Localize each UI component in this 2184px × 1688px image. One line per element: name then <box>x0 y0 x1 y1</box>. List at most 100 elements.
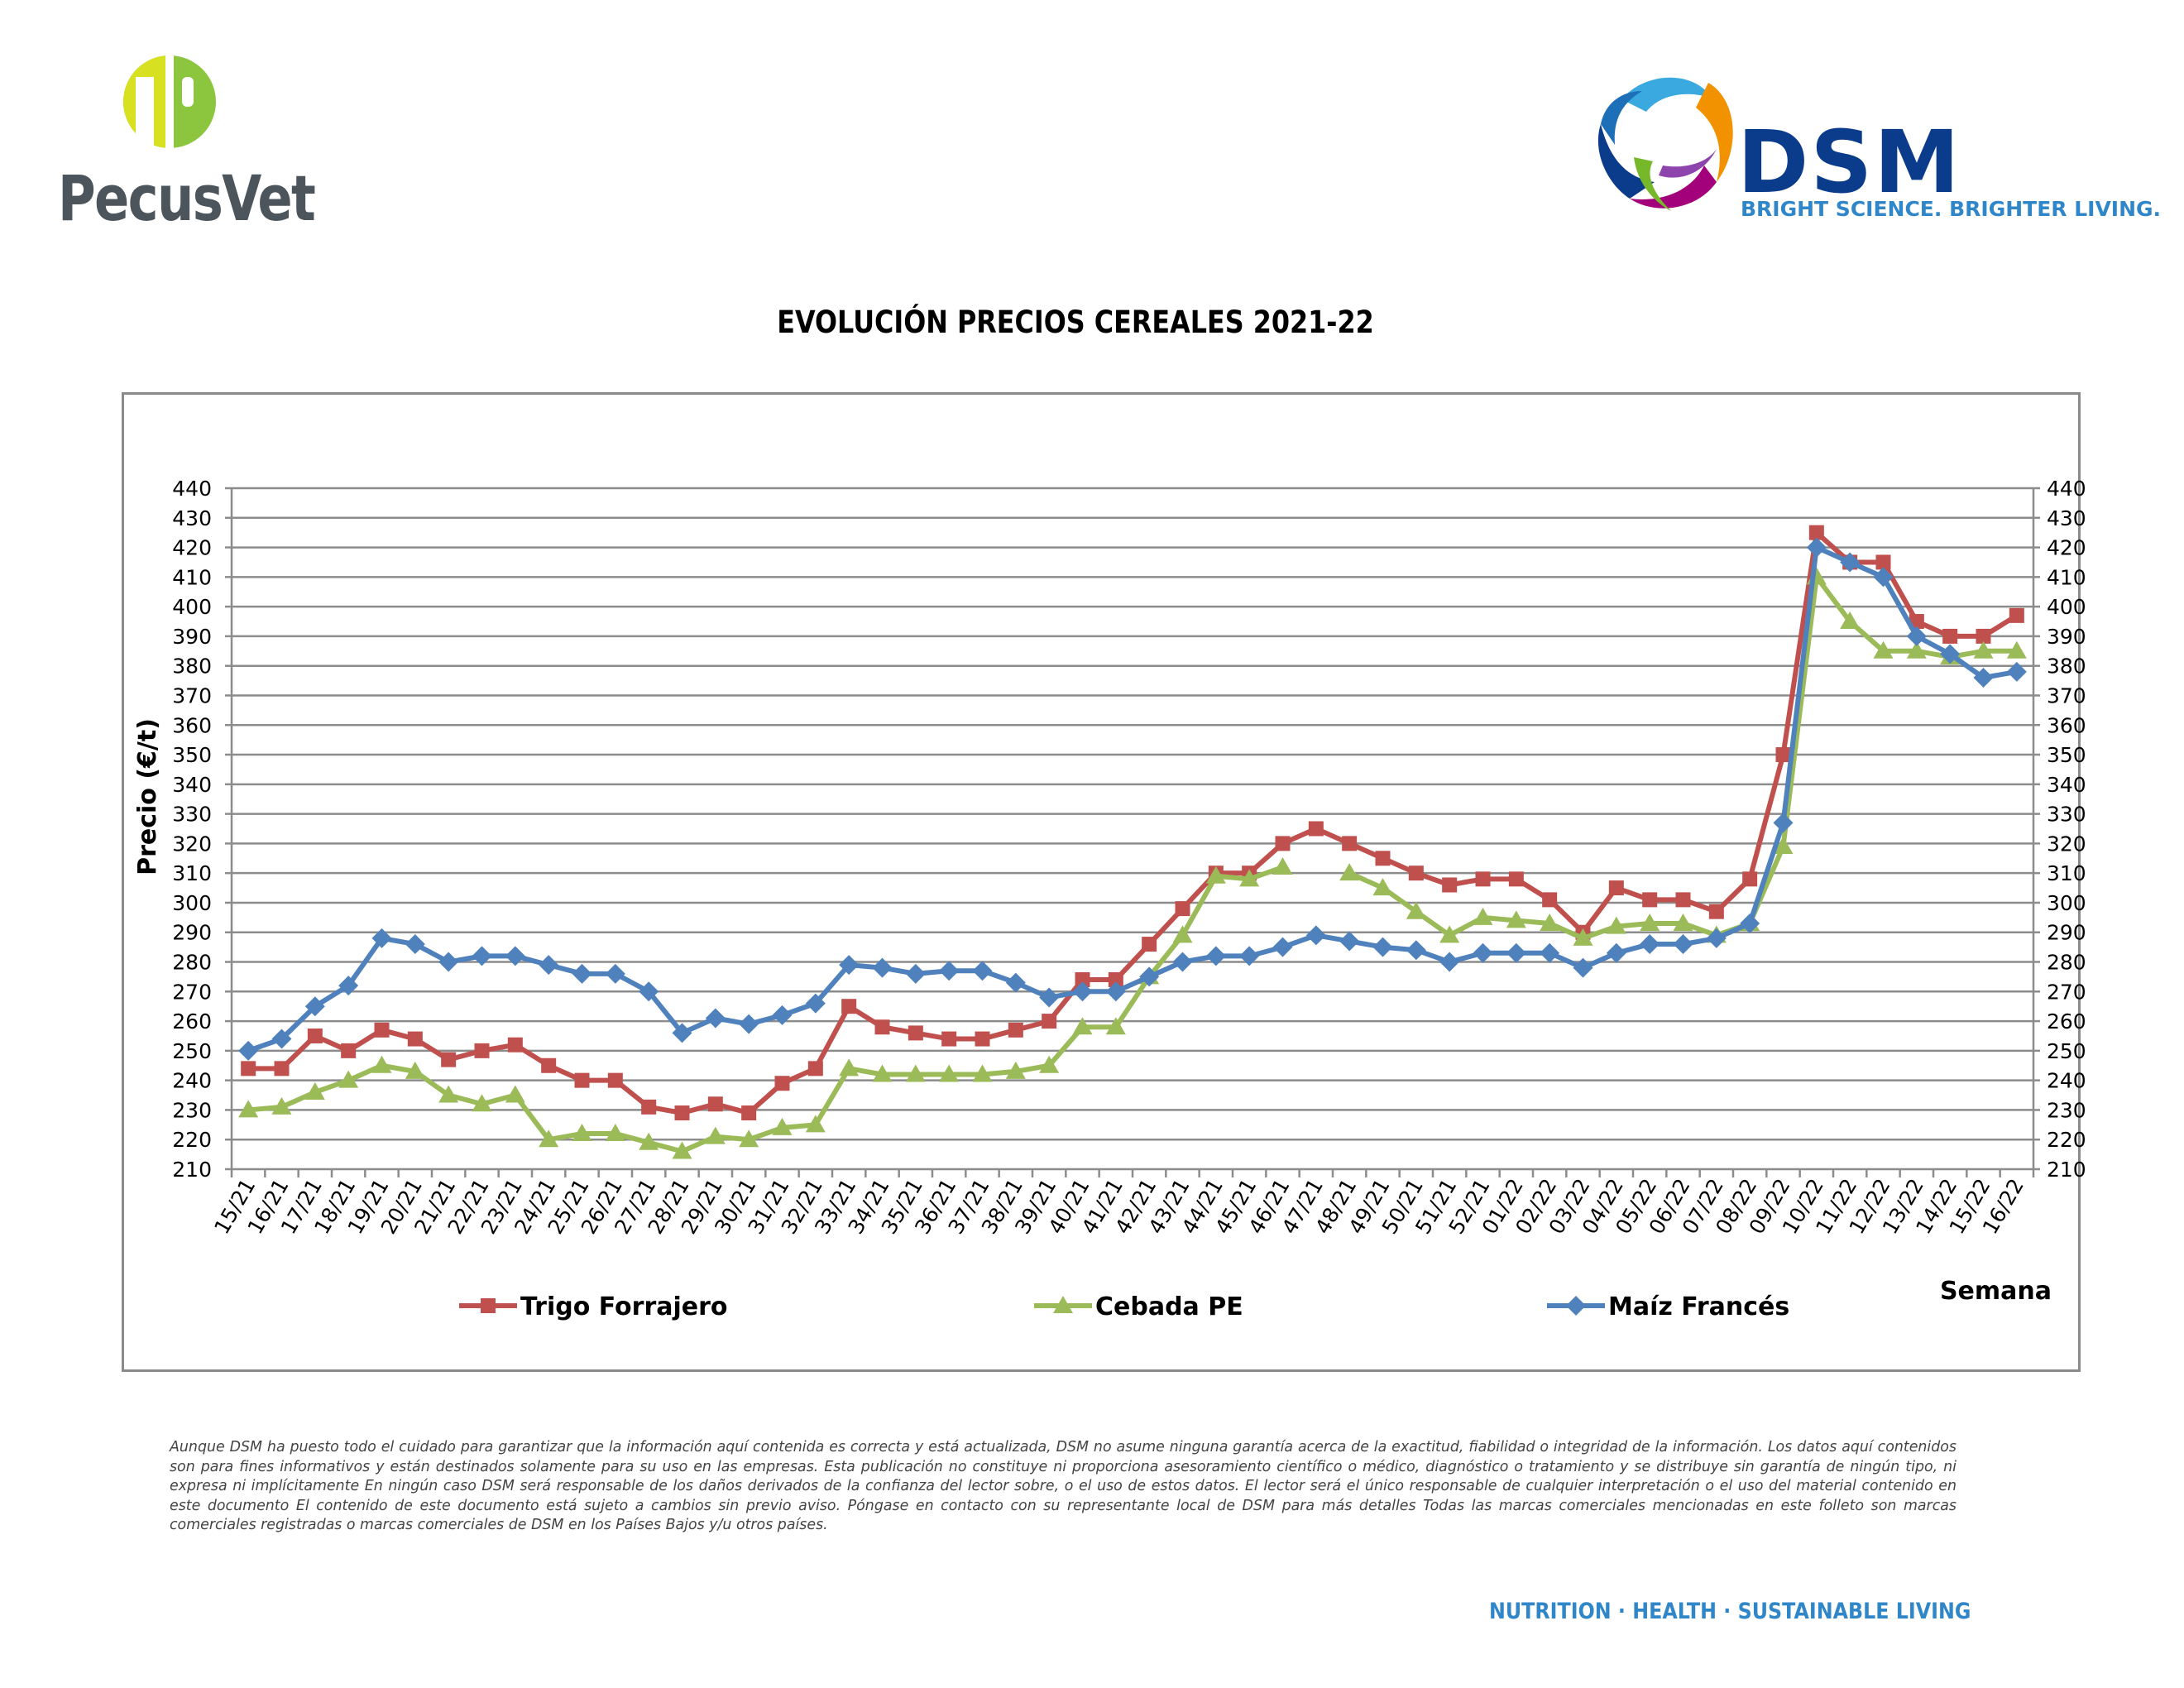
data-point <box>841 999 857 1014</box>
data-point <box>607 1072 623 1088</box>
data-point <box>1172 952 1193 972</box>
y-tick-label: 230 <box>172 1098 212 1122</box>
y-tick-label: 310 <box>172 861 212 885</box>
x-axis: 15/2116/2117/2118/2119/2120/2121/2122/21… <box>209 1175 2028 1239</box>
data-point <box>1406 940 1426 961</box>
y-tick-label: 340 <box>172 773 212 797</box>
data-point <box>605 1124 625 1142</box>
data-point <box>672 1141 692 1159</box>
data-point <box>972 1064 993 1082</box>
y-tick-label-right: 330 <box>2047 803 2086 827</box>
data-point <box>441 1052 457 1067</box>
data-point <box>1205 946 1226 966</box>
y-tick-label-right: 350 <box>2047 743 2086 767</box>
data-point <box>805 993 826 1014</box>
data-point <box>407 1031 423 1047</box>
series-lines <box>238 525 2027 1159</box>
data-point <box>1342 836 1358 851</box>
data-point <box>1640 934 1660 955</box>
data-point <box>572 963 592 984</box>
dsm-logo-mark <box>1597 77 1733 211</box>
legend-label: Cebada PE <box>1095 1292 1243 1321</box>
y-tick-label-right: 210 <box>2047 1158 2086 1182</box>
y-tick-label: 360 <box>172 713 212 737</box>
data-point <box>1142 937 1157 952</box>
data-point <box>807 1061 823 1077</box>
data-point <box>1673 934 1693 955</box>
data-point <box>1773 836 1794 854</box>
data-point <box>572 1124 592 1142</box>
footer-tagline: NUTRITION · HEALTH · SUSTAINABLE LIVING <box>1489 1599 1971 1624</box>
data-point <box>872 957 893 978</box>
y-tick-label-right: 380 <box>2047 655 2086 679</box>
data-point <box>805 1115 826 1133</box>
y-tick-label-right: 390 <box>2047 625 2086 649</box>
data-point <box>1272 857 1293 875</box>
series-0 <box>241 525 2024 1121</box>
data-point <box>1640 914 1660 932</box>
y-tick-label-right: 220 <box>2047 1128 2086 1152</box>
data-point <box>839 955 860 976</box>
y-tick-label-right: 340 <box>2047 773 2086 797</box>
data-point <box>1039 1055 1060 1073</box>
data-point <box>1008 1022 1023 1038</box>
data-point <box>1239 869 1260 887</box>
data-point <box>1740 914 1760 934</box>
data-point <box>1005 1061 1026 1079</box>
data-point <box>1506 910 1526 928</box>
data-point <box>1775 747 1791 763</box>
legend-label: Maíz Francés <box>1608 1292 1789 1321</box>
chart-frame <box>122 392 2081 1372</box>
data-point <box>1205 866 1226 884</box>
data-point <box>1439 925 1460 943</box>
data-point <box>1906 626 1927 646</box>
y-tick-label: 430 <box>172 506 212 530</box>
data-point <box>1139 966 1160 987</box>
y-tick-label: 440 <box>172 477 212 501</box>
data-point <box>472 1094 492 1112</box>
data-point <box>1675 892 1691 908</box>
data-point <box>241 1061 256 1077</box>
data-point <box>1942 628 1958 644</box>
data-point <box>1072 981 1093 1002</box>
data-point <box>839 1058 860 1077</box>
data-point <box>772 1005 793 1025</box>
legend-item: Cebada PE <box>1034 1292 1243 1321</box>
pecusvet-logo-text: PecusVet <box>58 161 316 235</box>
x-axis-title: Semana <box>1940 1277 2052 1306</box>
y-tick-label-right: 320 <box>2047 832 2086 856</box>
series-line <box>248 530 2019 1116</box>
legend-item: Maíz Francés <box>1547 1292 1789 1321</box>
data-point <box>1606 942 1626 963</box>
legend-item: Trigo Forrajero <box>459 1292 728 1321</box>
data-point <box>1239 946 1260 966</box>
data-point <box>908 1025 923 1041</box>
pecusvet-logo <box>123 54 216 150</box>
y-tick-label: 250 <box>172 1039 212 1063</box>
data-point <box>1408 866 1424 881</box>
data-point <box>872 1064 893 1082</box>
data-point <box>939 1064 960 1082</box>
data-point <box>1506 942 1526 963</box>
data-point <box>2009 607 2024 623</box>
data-point <box>238 1100 259 1118</box>
data-point <box>374 1022 390 1038</box>
data-point <box>1072 1017 1093 1035</box>
y-tick-label: 240 <box>172 1069 212 1093</box>
y-tick-label: 380 <box>172 655 212 679</box>
data-point <box>739 1129 759 1148</box>
data-point <box>1873 640 1894 659</box>
series-1 <box>238 567 2027 1159</box>
data-point <box>1973 640 1994 659</box>
data-point <box>1406 901 1426 919</box>
data-point <box>739 1014 759 1034</box>
data-point <box>672 1023 692 1043</box>
data-point <box>639 1132 659 1150</box>
data-point <box>1175 901 1190 917</box>
data-point <box>705 1126 726 1144</box>
data-point <box>505 946 525 966</box>
data-point <box>238 1040 259 1061</box>
y-tick-label: 220 <box>172 1128 212 1152</box>
data-point <box>371 1055 392 1073</box>
